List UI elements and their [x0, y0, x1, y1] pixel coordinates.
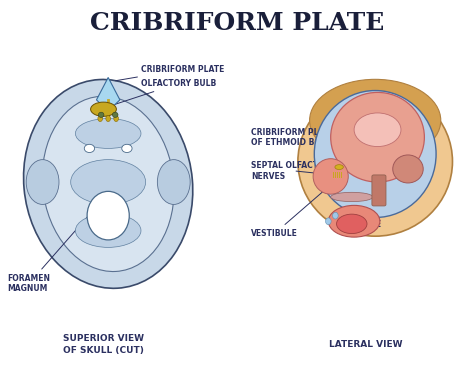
Ellipse shape	[314, 91, 436, 218]
Ellipse shape	[326, 218, 331, 225]
Ellipse shape	[42, 96, 174, 271]
Ellipse shape	[328, 205, 380, 237]
Text: CRIBRIFORM PLATE
OF ETHMOID BONE: CRIBRIFORM PLATE OF ETHMOID BONE	[251, 127, 339, 165]
Ellipse shape	[393, 155, 423, 183]
Ellipse shape	[157, 160, 190, 204]
Text: OLFACTORY BULB: OLFACTORY BULB	[109, 79, 216, 106]
Text: VESTIBULE: VESTIBULE	[251, 189, 326, 238]
Ellipse shape	[354, 113, 401, 147]
Ellipse shape	[98, 116, 102, 122]
Ellipse shape	[71, 160, 146, 204]
FancyBboxPatch shape	[372, 175, 386, 206]
Ellipse shape	[313, 159, 348, 194]
Ellipse shape	[331, 92, 424, 182]
Text: CRIBRIFORM PLATE: CRIBRIFORM PLATE	[90, 11, 384, 35]
Ellipse shape	[75, 214, 141, 247]
Ellipse shape	[310, 79, 441, 161]
Ellipse shape	[75, 119, 141, 149]
Ellipse shape	[335, 164, 343, 169]
Ellipse shape	[122, 144, 132, 152]
Ellipse shape	[298, 87, 453, 236]
Text: LATERAL VIEW: LATERAL VIEW	[329, 340, 402, 349]
Text: CRIBRIFORM PLATE: CRIBRIFORM PLATE	[116, 65, 224, 81]
Ellipse shape	[337, 214, 367, 233]
Text: SUPERIOR VIEW
OF SKULL (CUT): SUPERIOR VIEW OF SKULL (CUT)	[63, 334, 144, 355]
Ellipse shape	[106, 116, 110, 122]
Text: SEPTAL OLFACTORY
NERVES: SEPTAL OLFACTORY NERVES	[251, 161, 336, 180]
Ellipse shape	[84, 144, 95, 152]
Ellipse shape	[24, 80, 193, 288]
Ellipse shape	[98, 112, 104, 117]
Ellipse shape	[331, 192, 373, 202]
Text: BRAIN: BRAIN	[374, 125, 401, 134]
Ellipse shape	[112, 112, 118, 117]
Text: FORAMEN
MAGNUM: FORAMEN MAGNUM	[8, 214, 90, 293]
Ellipse shape	[26, 160, 59, 204]
Ellipse shape	[91, 102, 117, 116]
Ellipse shape	[87, 191, 129, 240]
Polygon shape	[97, 77, 120, 111]
Ellipse shape	[333, 212, 338, 219]
Text: TONGUE: TONGUE	[346, 220, 382, 229]
Ellipse shape	[114, 116, 118, 122]
